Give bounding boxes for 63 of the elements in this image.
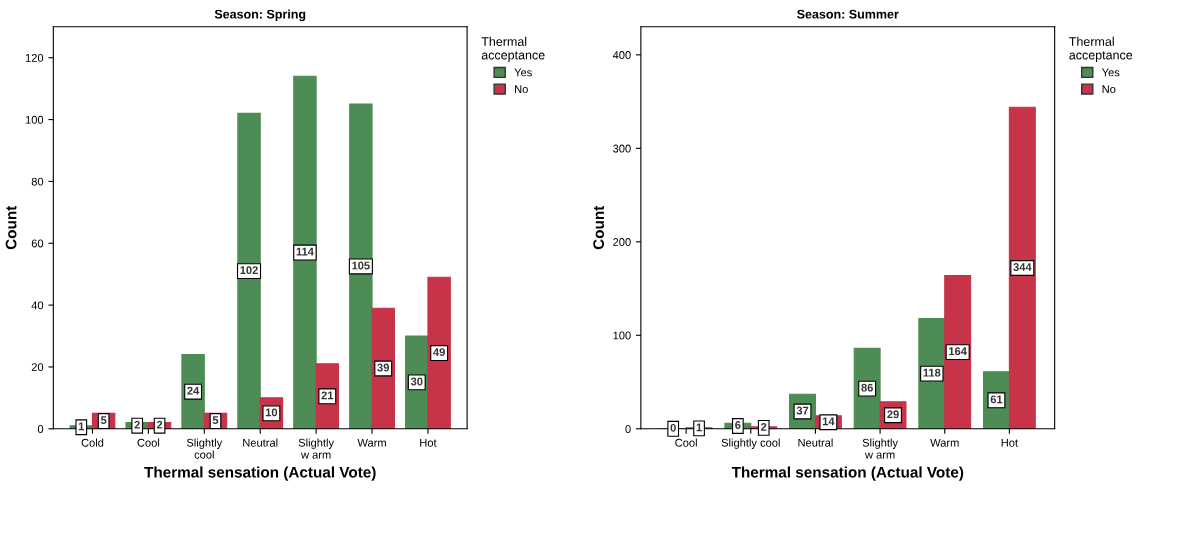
chart-title: Season: Summer [797, 9, 899, 19]
data-label: 2 [761, 422, 767, 431]
data-label: 1 [696, 423, 702, 432]
data-label: 344 [1013, 263, 1032, 271]
data-label: 2 [134, 420, 140, 429]
data-label: 118 [923, 368, 941, 377]
x-tick-label: Warm [357, 438, 386, 447]
x-tick-label: Slightly w arm [298, 438, 335, 459]
data-label: 6 [735, 421, 741, 429]
data-label: 1 [78, 422, 85, 431]
data-label: 2 [156, 420, 163, 429]
x-axis-title: Thermal sensation (Actual Vote) [144, 466, 376, 481]
data-label: 24 [187, 386, 200, 395]
x-tick-label: Warm [930, 438, 959, 447]
data-label: 30 [410, 377, 423, 386]
x-tick-label: Hot [1001, 438, 1018, 447]
x-tick-label: Slightly w arm [862, 438, 898, 459]
y-tick-label: 200 [613, 238, 631, 246]
data-label: 102 [240, 266, 258, 275]
x-axis-title: Thermal sensation (Actual Vote) [731, 466, 964, 481]
data-label: 86 [861, 383, 873, 392]
data-label: 164 [949, 347, 967, 356]
data-label: 0 [670, 423, 676, 432]
x-tick-label: Slightly cool [186, 438, 223, 459]
y-tick-label: 80 [31, 177, 44, 186]
y-tick-label: 120 [25, 53, 44, 62]
legend-title: Thermal acceptance [481, 36, 545, 62]
data-label: 114 [296, 247, 314, 256]
data-label: 37 [796, 406, 809, 415]
x-tick-label: Hot [420, 438, 437, 447]
legend-label: Yes [514, 68, 532, 77]
y-tick-label: 100 [613, 331, 631, 340]
x-tick-label: Cool [675, 438, 697, 447]
data-label: 10 [265, 408, 278, 417]
data-label: 14 [822, 417, 835, 426]
x-tick-label: Neutral [243, 438, 278, 447]
y-tick-label: 0 [625, 425, 631, 433]
x-tick-label: Neutral [798, 438, 833, 447]
x-tick-label: Cool [137, 438, 160, 447]
data-label: 61 [990, 395, 1003, 404]
chart-title: Season: Spring [214, 9, 306, 22]
legend-title: Thermal acceptance [1069, 36, 1133, 62]
data-label: 39 [377, 363, 389, 372]
data-label: 5 [212, 416, 219, 425]
y-axis-title: Count [5, 205, 17, 250]
data-label: 105 [352, 261, 370, 270]
y-tick-label: 400 [612, 51, 631, 59]
y-tick-label: 100 [25, 115, 44, 124]
y-tick-label: 20 [31, 363, 44, 372]
data-label: 49 [433, 348, 445, 357]
data-label: 29 [887, 410, 899, 419]
legend-label: No [1102, 85, 1116, 93]
data-label: 21 [321, 391, 334, 400]
y-tick-label: 60 [31, 239, 44, 248]
y-tick-label: 0 [37, 425, 44, 433]
y-tick-label: 40 [31, 301, 44, 310]
legend-label: No [515, 85, 528, 93]
x-tick-label: Cold [81, 438, 104, 447]
legend-label: Yes [1101, 68, 1120, 77]
data-label: 5 [100, 416, 107, 425]
y-axis-title: Count [593, 205, 605, 250]
y-tick-label: 300 [613, 144, 631, 153]
x-tick-label: Slightly cool [721, 438, 780, 449]
